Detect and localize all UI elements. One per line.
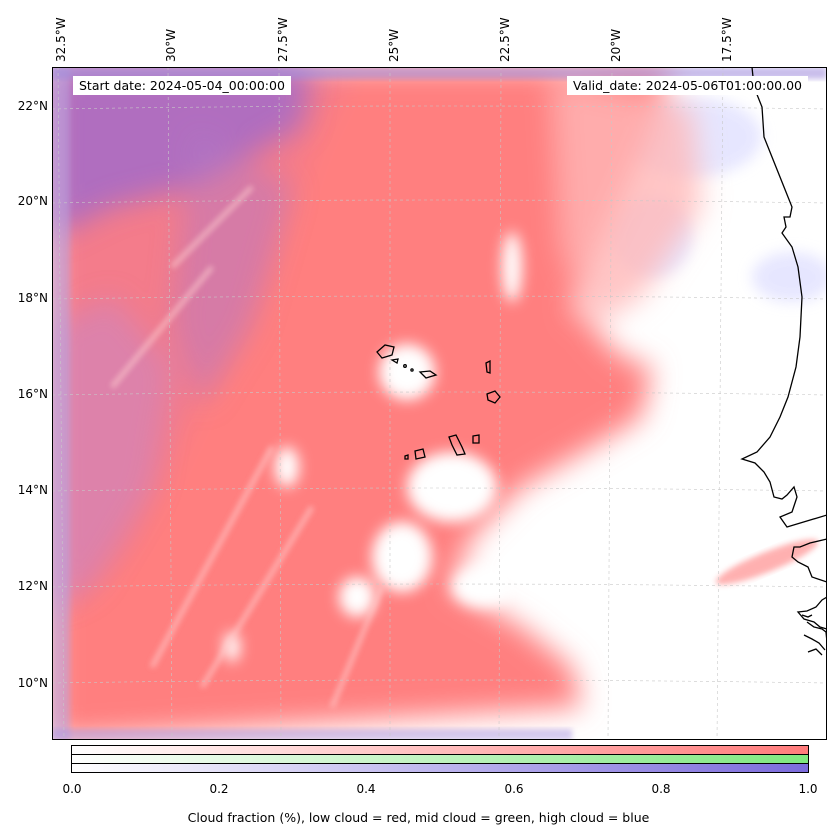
lat-label-22n: 22°N: [17, 99, 48, 113]
colorbar-tick-0-6: 0.6: [504, 782, 524, 796]
low-cloud-coastal-streak: [715, 539, 819, 585]
lat-label-10n: 10°N: [17, 676, 48, 690]
lat-label-18n: 18°N: [17, 291, 48, 305]
clear-sky-gaps: [224, 232, 522, 662]
lat-label-16n: 16°N: [17, 387, 48, 401]
colorbar-label: Cloud fraction (%), low cloud = red, mid…: [187, 810, 650, 825]
lon-label-20w: 20°W: [609, 28, 623, 62]
colorbar-tick-0-0: 0.0: [62, 782, 82, 796]
high-cloud-northwest: [52, 67, 312, 607]
valid-date-box: Valid_date: 2024-05-06T01:00:00.00: [566, 76, 808, 95]
lon-label-27-5w: 27.5°W: [276, 17, 290, 62]
lon-label-17-5w: 17.5°W: [720, 17, 734, 62]
colorbar-low-cloud-red: [71, 745, 809, 755]
lon-label-30w: 30°W: [164, 28, 178, 62]
start-date-box: Start date: 2024-05-04_00:00:00: [73, 76, 291, 95]
colorbar-tick-0-4: 0.4: [356, 782, 376, 796]
lon-label-25w: 25°W: [387, 28, 401, 62]
africa-coastline: [740, 67, 827, 656]
colorbar-mid-cloud-green: [71, 754, 809, 764]
lat-label-20n: 20°N: [17, 194, 48, 208]
colorbar-tick-1-0: 1.0: [798, 782, 818, 796]
colorbar: [71, 745, 809, 773]
lat-label-14n: 14°N: [17, 483, 48, 497]
lon-label-32-5w: 32.5°W: [54, 17, 68, 62]
lat-label-12n: 12°N: [17, 579, 48, 593]
map-gridlines: [52, 67, 827, 740]
colorbar-high-cloud-blue: [71, 763, 809, 773]
lon-label-22-5w: 22.5°W: [498, 17, 512, 62]
cloud-streaks: [110, 185, 385, 708]
colorbar-tick-0-2: 0.2: [209, 782, 229, 796]
cape-verde-islands: [376, 344, 501, 460]
cloud-fraction-map: [52, 67, 827, 740]
colorbar-tick-0-8: 0.8: [651, 782, 671, 796]
